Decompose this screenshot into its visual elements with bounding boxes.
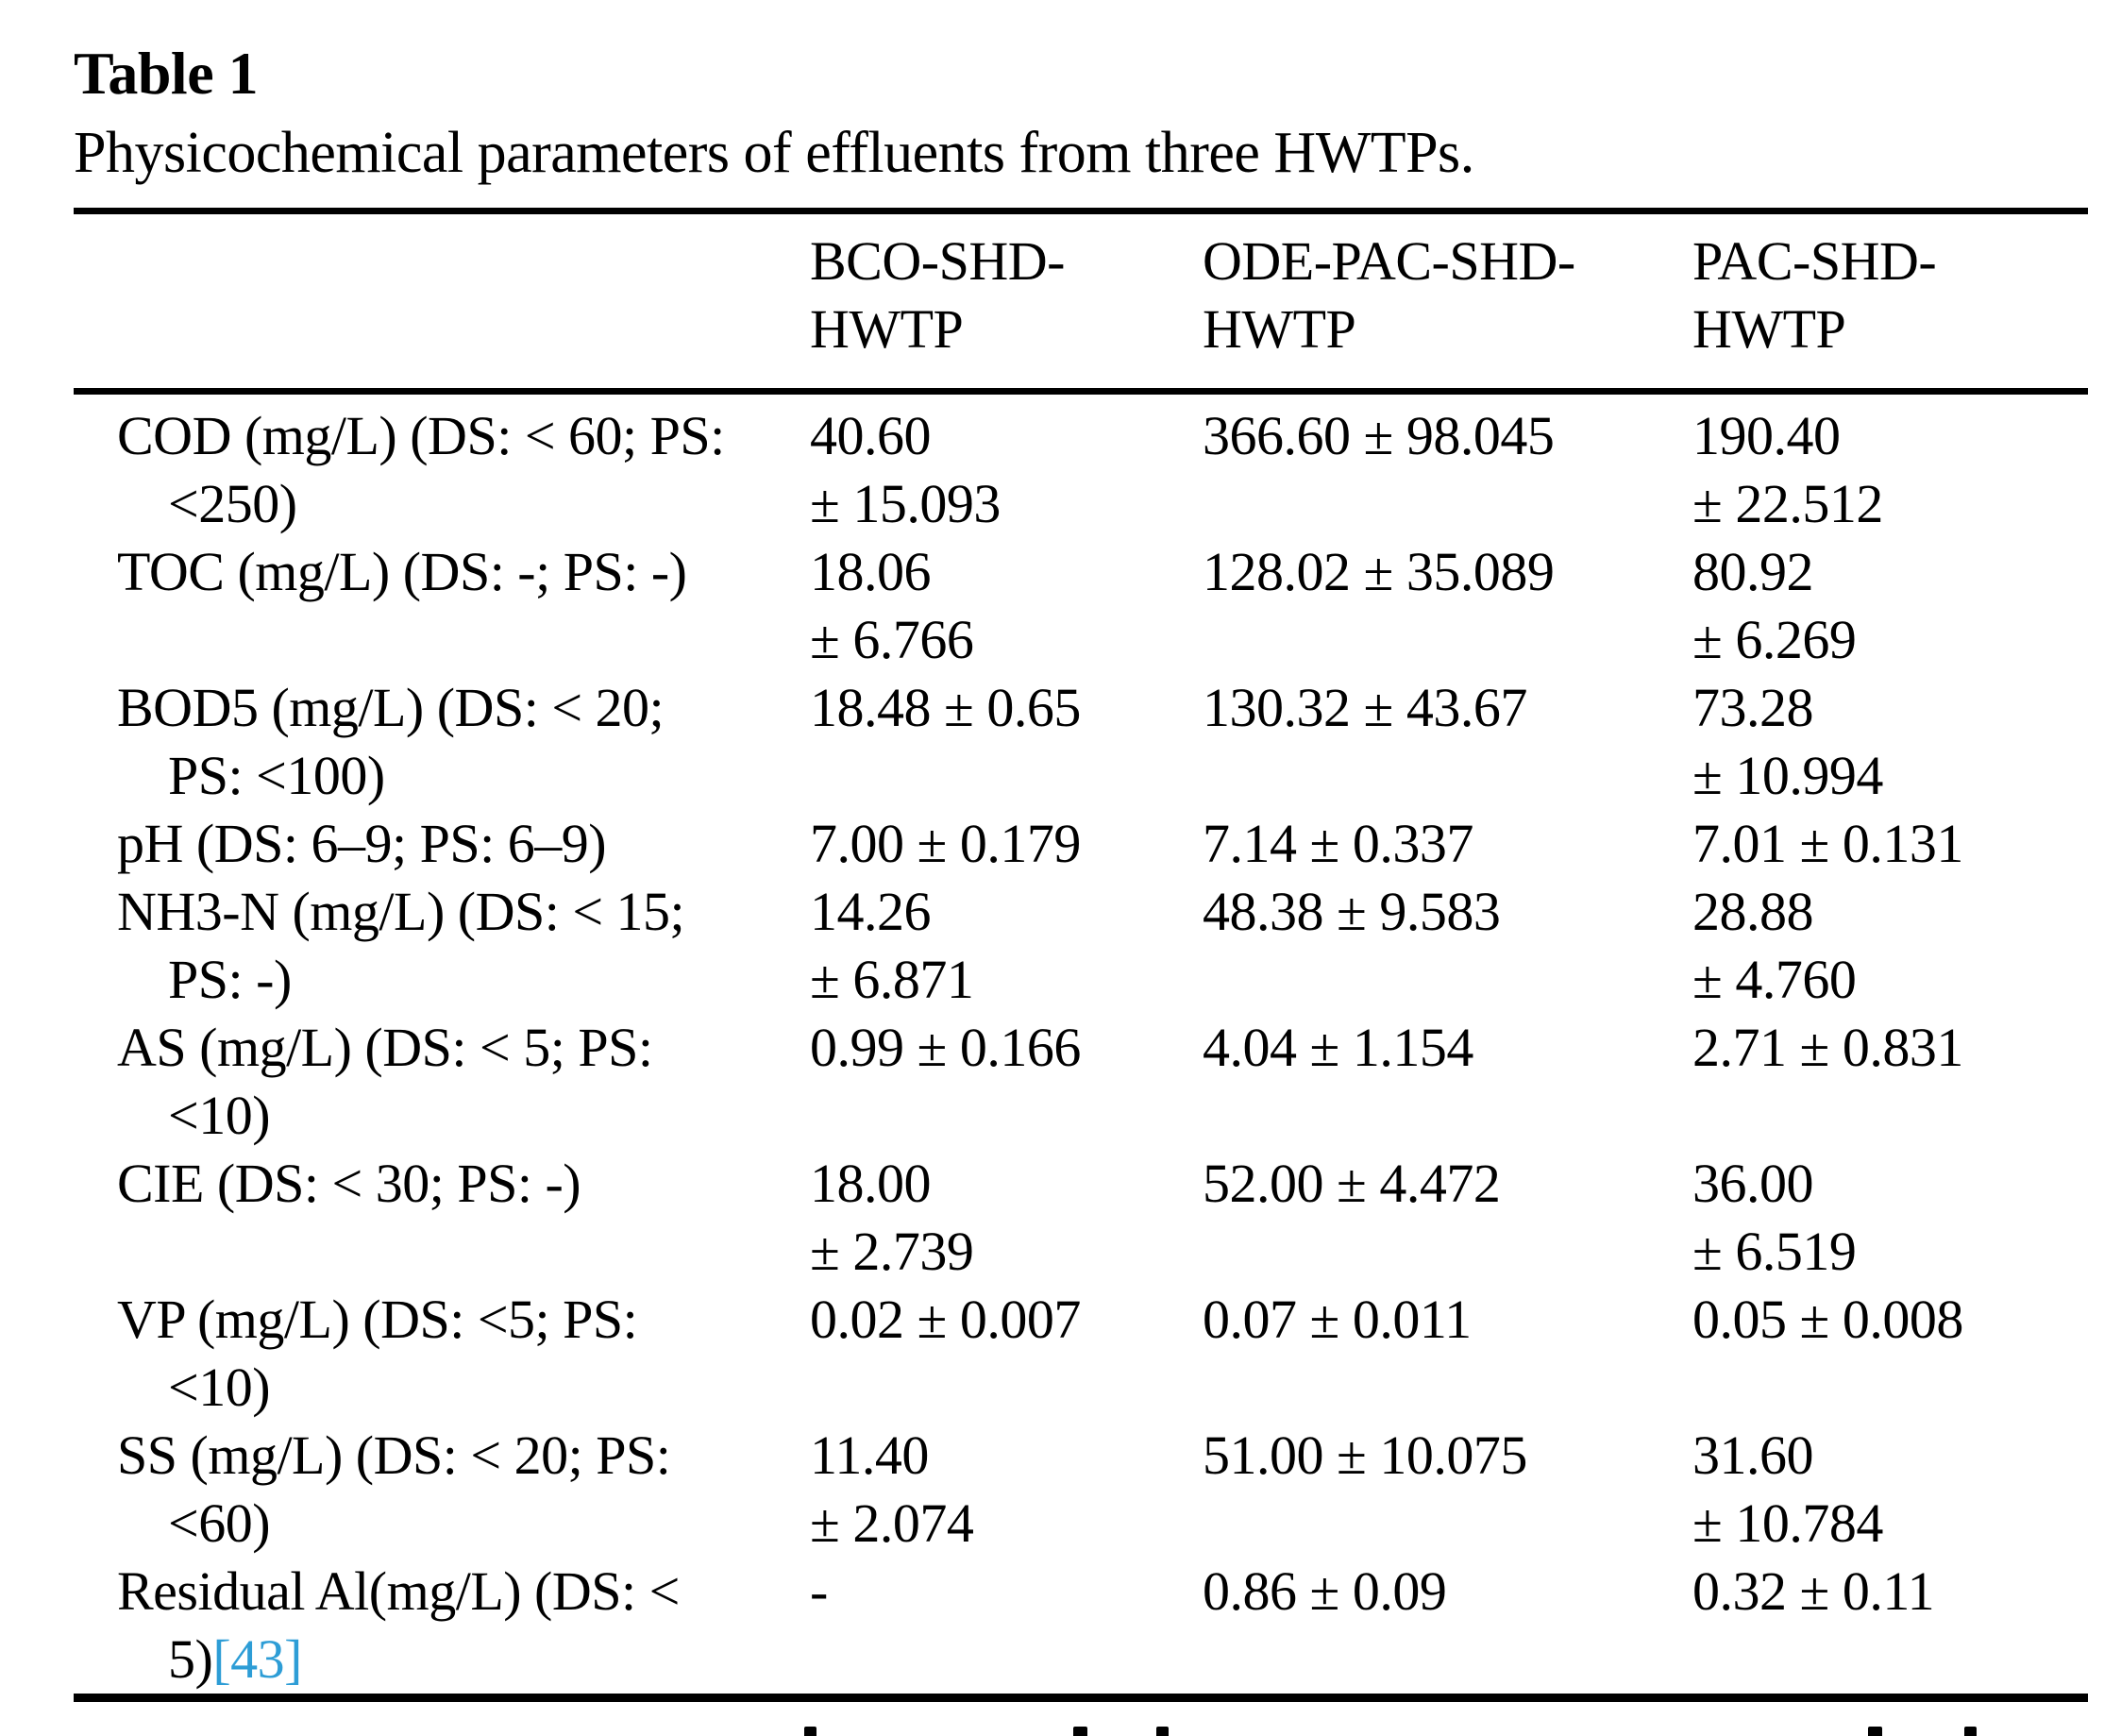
cell-ode-value: 7.14 ± 0.337 — [1203, 813, 1473, 874]
cell-parameter: SS (mg/L) (DS: < 20; PS: <60) — [117, 1424, 671, 1554]
cell-parameter: COD (mg/L) (DS: < 60; PS: <250) — [117, 405, 725, 534]
cell-ode-value: 0.86 ± 0.09 — [1203, 1560, 1447, 1622]
clipped-letter-fragment — [1073, 1727, 1087, 1736]
cell-bco-value: 18.06 ± 6.766 — [810, 541, 974, 670]
header-cell-ode-pac-shd-hwtp: ODE-PAC-SHD- HWTP — [1203, 230, 1575, 360]
cell-bco-value: 18.00 ± 2.739 — [810, 1153, 974, 1282]
clipped-next-text-line — [74, 1702, 2088, 1736]
cell-pac-value: 7.01 ± 0.131 — [1692, 813, 1963, 874]
cell-bco-value: 11.40 ± 2.074 — [810, 1424, 974, 1554]
parameter-text: Residual Al(mg/L) (DS: < 5) — [117, 1560, 680, 1690]
table-row-nh3n: NH3-N (mg/L) (DS: < 15; PS: -) 14.26 ± 6… — [74, 878, 2088, 1014]
cell-ode-value: 52.00 ± 4.472 — [1203, 1153, 1501, 1214]
cell-pac-value: 31.60 ± 10.784 — [1692, 1424, 1883, 1554]
table-row-cod: COD (mg/L) (DS: < 60; PS: <250) 40.60 ± … — [74, 402, 2088, 538]
cell-ode-value: 48.38 ± 9.583 — [1203, 881, 1501, 942]
citation-link-43[interactable]: [43] — [212, 1628, 302, 1690]
cell-bco-value: 7.00 ± 0.179 — [810, 813, 1081, 874]
cell-pac-value: 73.28 ± 10.994 — [1692, 677, 1883, 806]
cell-bco-value: 18.48 ± 0.65 — [810, 677, 1081, 738]
table-body: COD (mg/L) (DS: < 60; PS: <250) 40.60 ± … — [74, 395, 2088, 1694]
cell-pac-value: 28.88 ± 4.760 — [1692, 881, 1857, 1010]
cell-parameter: VP (mg/L) (DS: <5; PS: <10) — [117, 1289, 638, 1418]
cell-ode-value: 128.02 ± 35.089 — [1203, 541, 1555, 602]
table-row-as: AS (mg/L) (DS: < 5; PS: <10) 0.99 ± 0.16… — [74, 1014, 2088, 1150]
cell-pac-value: 80.92 ± 6.269 — [1692, 541, 1857, 670]
table-row-vp: VP (mg/L) (DS: <5; PS: <10) 0.02 ± 0.007… — [74, 1286, 2088, 1422]
table-label: Table 1 — [74, 40, 259, 107]
cell-parameter: CIE (DS: < 30; PS: -) — [117, 1153, 581, 1214]
cell-parameter: TOC (mg/L) (DS: -; PS: -) — [117, 541, 687, 602]
cell-ode-value: 130.32 ± 43.67 — [1203, 677, 1527, 738]
cell-pac-value: 0.32 ± 0.11 — [1692, 1560, 1935, 1622]
cell-ode-value: 51.00 ± 10.075 — [1203, 1424, 1527, 1486]
cell-parameter: NH3-N (mg/L) (DS: < 15; PS: -) — [117, 881, 685, 1010]
cell-parameter: AS (mg/L) (DS: < 5; PS: <10) — [117, 1017, 653, 1146]
cell-bco-value: 40.60 ± 15.093 — [810, 405, 1001, 534]
cell-bco-value: 0.99 ± 0.166 — [810, 1017, 1081, 1078]
clipped-letter-fragment — [804, 1727, 816, 1736]
cell-bco-value: 0.02 ± 0.007 — [810, 1289, 1081, 1350]
header-cell-pac-shd-hwtp: PAC-SHD- HWTP — [1692, 230, 1937, 360]
table-row-residual-al: Residual Al(mg/L) (DS: < 5)[43] - 0.86 ±… — [74, 1558, 2088, 1694]
table-top-rule — [74, 208, 2088, 214]
cell-pac-value: 190.40 ± 22.512 — [1692, 405, 1883, 534]
table-caption: Physicochemical parameters of effluents … — [74, 121, 1474, 185]
cell-parameter: pH (DS: 6–9; PS: 6–9) — [117, 813, 607, 874]
cell-bco-value: 14.26 ± 6.871 — [810, 881, 974, 1010]
table-row-toc: TOC (mg/L) (DS: -; PS: -) 18.06 ± 6.766 … — [74, 538, 2088, 674]
table-row-bod5: BOD5 (mg/L) (DS: < 20; PS: <100) 18.48 ±… — [74, 674, 2088, 810]
table-bottom-rule — [74, 1694, 2088, 1702]
header-cell-bco-shd-hwtp: BCO-SHD- HWTP — [810, 230, 1065, 360]
table-row-ss: SS (mg/L) (DS: < 20; PS: <60) 11.40 ± 2.… — [74, 1422, 2088, 1558]
clipped-letter-fragment — [1964, 1727, 1977, 1736]
cell-ode-value: 4.04 ± 1.154 — [1203, 1017, 1473, 1078]
table-row-ph: pH (DS: 6–9; PS: 6–9) 7.00 ± 0.179 7.14 … — [74, 810, 2088, 878]
cell-pac-value: 0.05 ± 0.008 — [1692, 1289, 1963, 1350]
table-row-cie: CIE (DS: < 30; PS: -) 18.00 ± 2.739 52.0… — [74, 1150, 2088, 1286]
cell-bco-value: - — [810, 1560, 828, 1622]
clipped-letter-fragment — [1868, 1727, 1882, 1736]
cell-ode-value: 366.60 ± 98.045 — [1203, 405, 1555, 466]
cell-parameter: BOD5 (mg/L) (DS: < 20; PS: <100) — [117, 677, 665, 806]
cell-pac-value: 36.00 ± 6.519 — [1692, 1153, 1857, 1282]
table-header-rule — [74, 388, 2088, 395]
cell-parameter: Residual Al(mg/L) (DS: < 5)[43] — [74, 1558, 810, 1694]
cell-pac-value: 2.71 ± 0.831 — [1692, 1017, 1963, 1078]
header-cell-parameter — [74, 228, 810, 363]
table-header-row: BCO-SHD- HWTP ODE-PAC-SHD- HWTP PAC-SHD-… — [74, 214, 2088, 388]
cell-ode-value: 0.07 ± 0.011 — [1203, 1289, 1472, 1350]
clipped-letter-fragment — [1156, 1727, 1169, 1736]
